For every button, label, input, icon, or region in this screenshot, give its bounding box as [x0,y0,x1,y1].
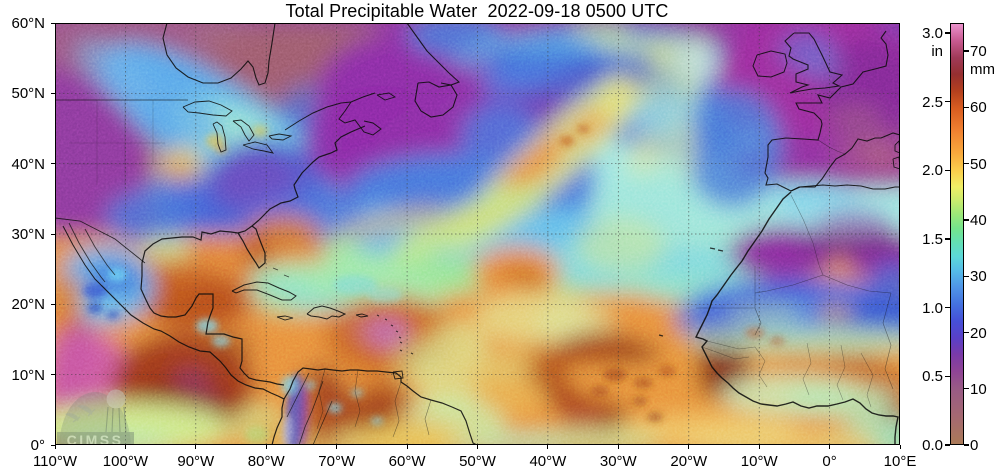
svg-text:CIMSS: CIMSS [66,432,123,445]
